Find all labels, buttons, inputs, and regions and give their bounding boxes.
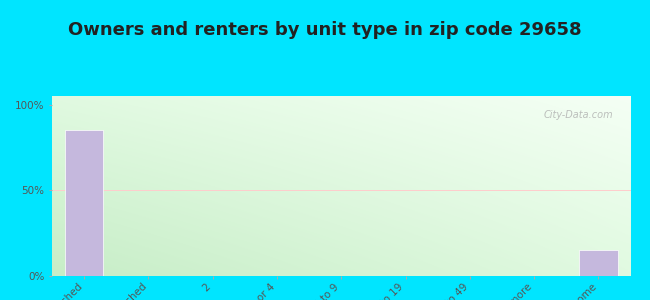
- Bar: [579, 250, 617, 276]
- Text: City-Data.com: City-Data.com: [543, 110, 613, 120]
- Bar: [65, 130, 103, 276]
- Text: Owners and renters by unit type in zip code 29658: Owners and renters by unit type in zip c…: [68, 21, 582, 39]
